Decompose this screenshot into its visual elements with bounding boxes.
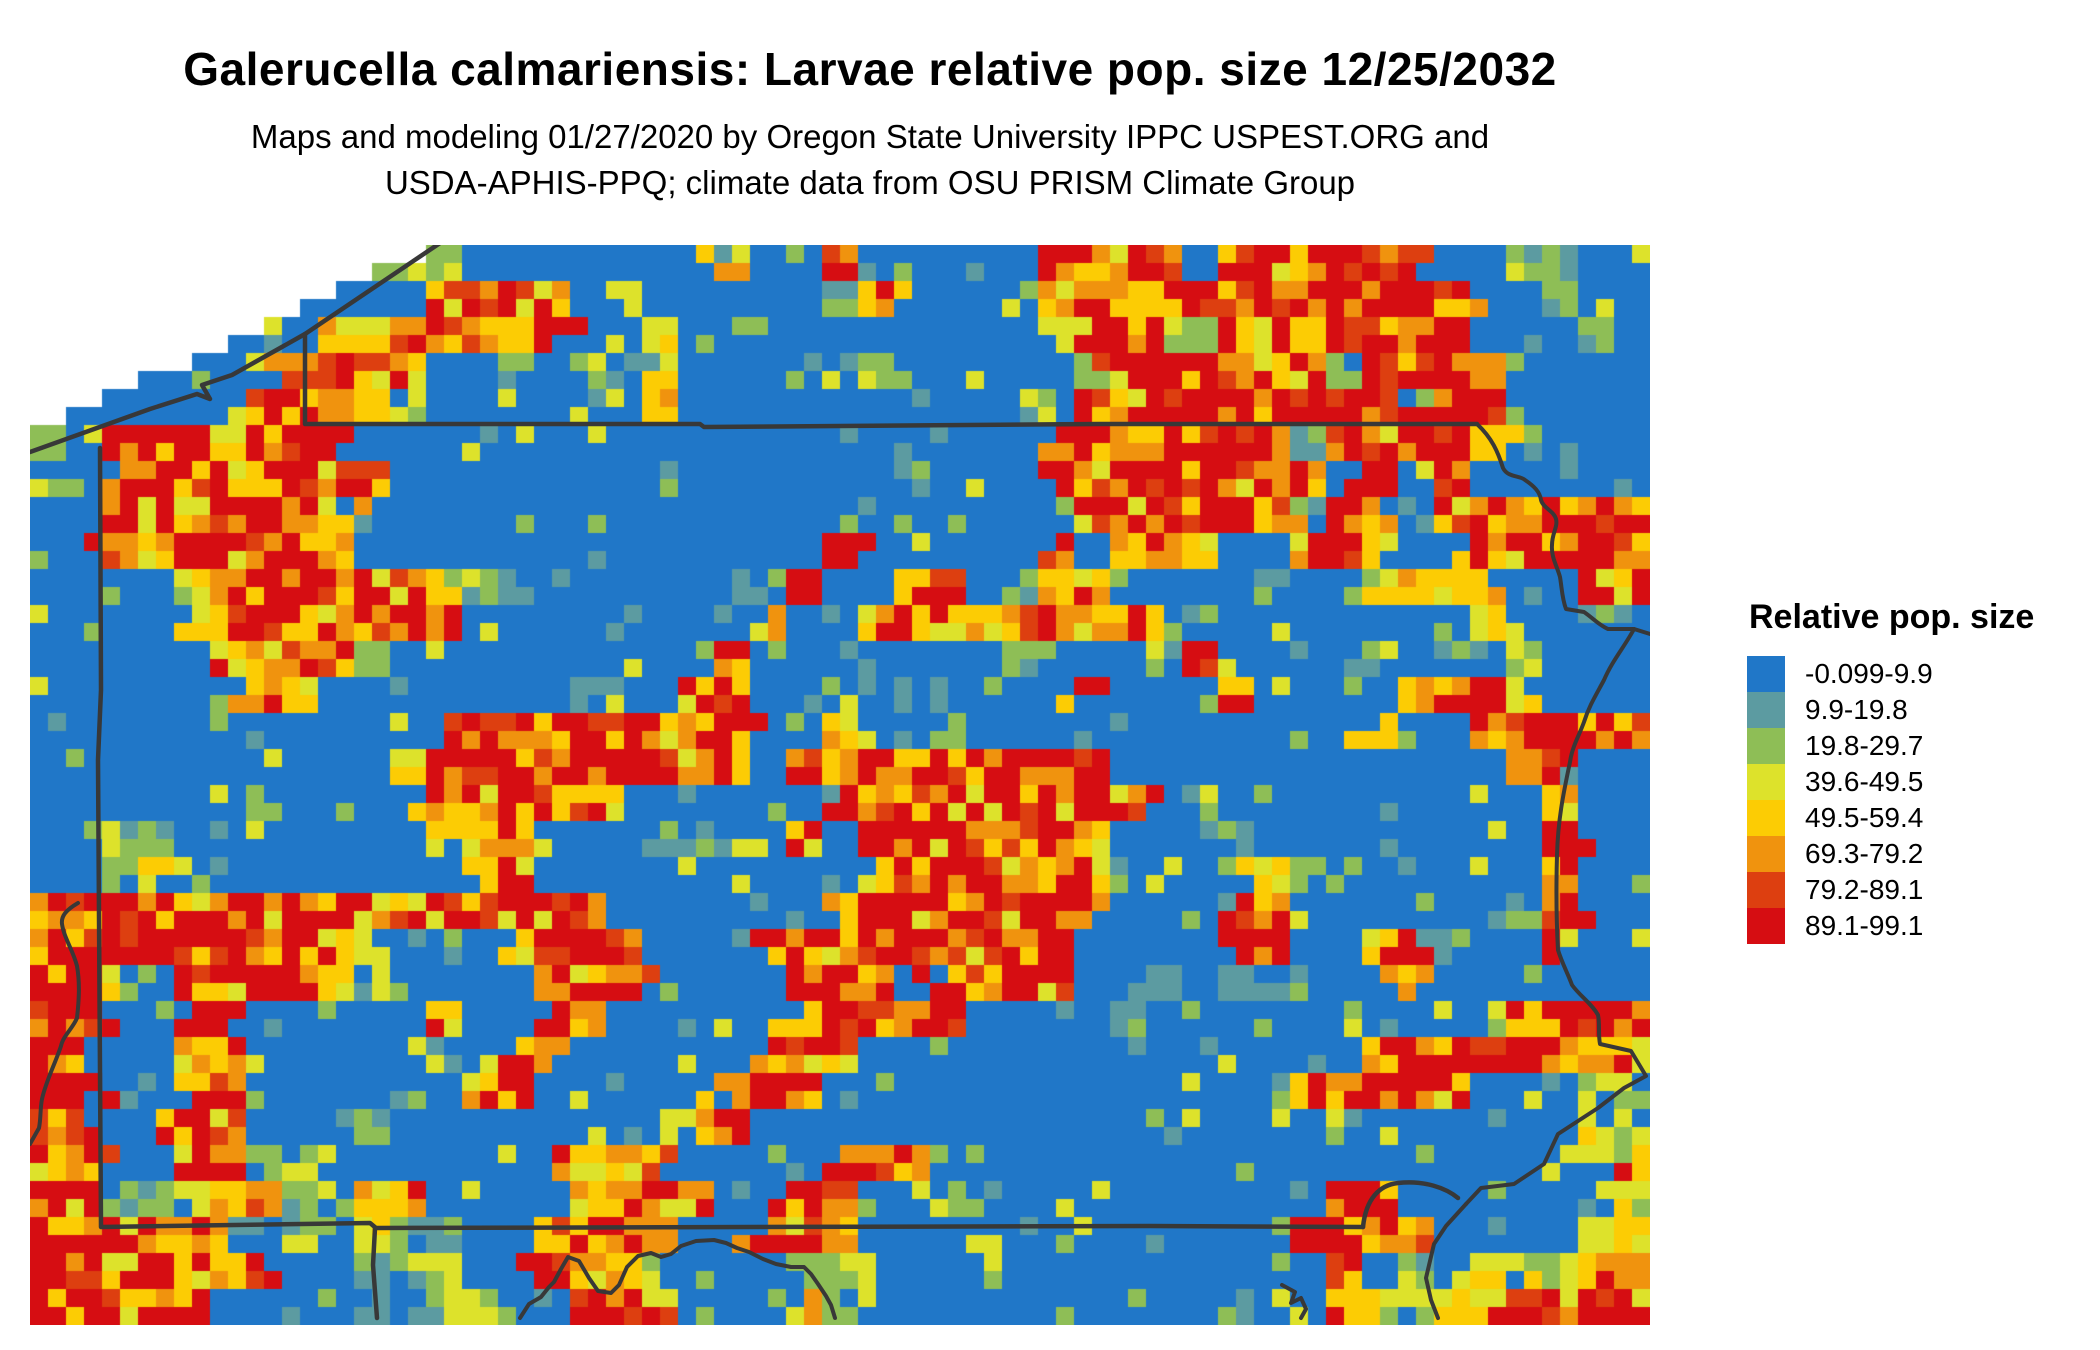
- legend-entry: 19.8-29.7: [1747, 728, 2034, 764]
- legend-swatch: [1747, 908, 1785, 944]
- legend-label: 69.3-79.2: [1805, 838, 1924, 869]
- legend-swatch: [1747, 692, 1785, 728]
- legend-label: 49.5-59.4: [1805, 802, 1924, 833]
- legend-label: 39.6-49.5: [1805, 766, 1924, 797]
- page-title: Galerucella calmariensis: Larvae relativ…: [183, 43, 1557, 95]
- legend: Relative pop. size -0.099-9.9 9.9-19.8 19.…: [1747, 598, 2034, 944]
- legend-label: -0.099-9.9: [1805, 658, 1933, 689]
- legend-swatch: [1747, 800, 1785, 836]
- legend-entry: 89.1-99.1: [1747, 908, 2034, 944]
- legend-entries: -0.099-9.9 9.9-19.8 19.8-29.7 39.6-49.5 49.5…: [1747, 656, 2034, 944]
- legend-swatch: [1747, 728, 1785, 764]
- legend-swatch: [1747, 764, 1785, 800]
- subtitle-line-2: USDA-APHIS-PPQ; climate data from OSU PR…: [384, 164, 1356, 201]
- legend-label: 89.1-99.1: [1805, 910, 1924, 941]
- legend-label: 19.8-29.7: [1805, 730, 1924, 761]
- legend-entry: 39.6-49.5: [1747, 764, 2034, 800]
- legend-label: 79.2-89.1: [1805, 874, 1924, 905]
- legend-entry: -0.099-9.9: [1747, 656, 2034, 692]
- legend-title: Relative pop. size: [1749, 598, 2035, 636]
- legend-entry: 49.5-59.4: [1747, 800, 2034, 836]
- legend-swatch: [1747, 836, 1785, 872]
- legend-entry: 79.2-89.1: [1747, 872, 2034, 908]
- legend-label: 9.9-19.8: [1805, 694, 1908, 725]
- legend-swatch: [1747, 872, 1785, 908]
- map-header: Galerucella calmariensis: Larvae relativ…: [0, 42, 1740, 206]
- population-raster-map: [30, 245, 1650, 1325]
- legend-swatch: [1747, 656, 1785, 692]
- legend-entry: 69.3-79.2: [1747, 836, 2034, 872]
- legend-entry: 9.9-19.8: [1747, 692, 2034, 728]
- subtitle-line-1: Maps and modeling 01/27/2020 by Oregon S…: [250, 118, 1490, 155]
